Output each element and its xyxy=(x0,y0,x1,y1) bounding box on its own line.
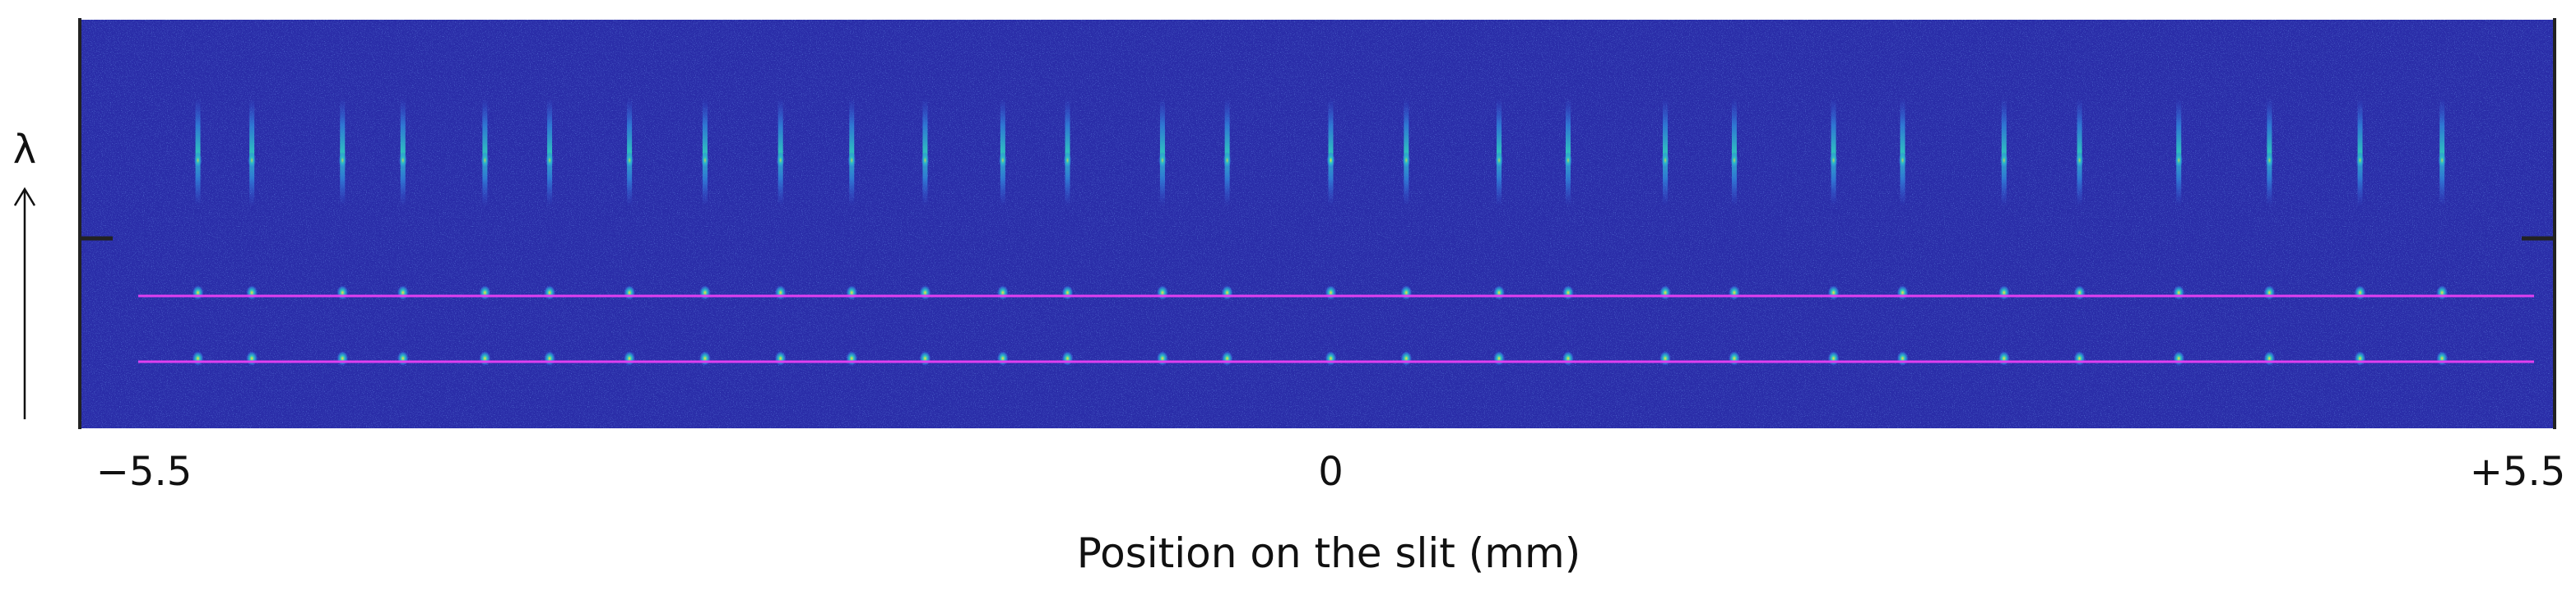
spot-row1-19 xyxy=(1659,285,1672,300)
spot-row2-7 xyxy=(699,351,711,366)
spot-row1-13 xyxy=(1156,285,1168,300)
streak-core-2 xyxy=(338,152,347,169)
streak-core-8 xyxy=(776,152,785,169)
spot-row2-25 xyxy=(2173,351,2185,366)
spot-row2-3 xyxy=(397,351,409,366)
spot-row2-9 xyxy=(846,351,858,366)
spot-row2-27 xyxy=(2354,351,2366,366)
spot-row2-5 xyxy=(544,351,556,366)
spot-row1-1 xyxy=(246,285,258,300)
streak-core-6 xyxy=(625,152,634,169)
spot-row1-17 xyxy=(1493,285,1506,300)
spot-row1-20 xyxy=(1728,285,1740,300)
spot-row1-4 xyxy=(479,285,491,300)
streak-core-19 xyxy=(1661,152,1670,169)
streak-core-3 xyxy=(398,152,407,169)
spot-row1-24 xyxy=(2073,285,2086,300)
spot-row1-5 xyxy=(544,285,556,300)
spot-row1-9 xyxy=(846,285,858,300)
spot-row1-21 xyxy=(1827,285,1840,300)
spot-row2-19 xyxy=(1659,351,1672,366)
spot-row1-12 xyxy=(1061,285,1074,300)
streak-core-15 xyxy=(1326,152,1335,169)
spot-row1-22 xyxy=(1896,285,1909,300)
spot-row2-8 xyxy=(774,351,787,366)
x-tick-label-1: 0 xyxy=(1318,449,1344,495)
spot-row2-2 xyxy=(337,351,349,366)
spot-row2-11 xyxy=(996,351,1009,366)
spot-row2-4 xyxy=(479,351,491,366)
spot-row2-24 xyxy=(2073,351,2086,366)
streak-core-12 xyxy=(1063,152,1072,169)
streak-core-9 xyxy=(847,152,856,169)
streak-core-1 xyxy=(248,152,257,169)
spot-row2-13 xyxy=(1156,351,1168,366)
spot-row2-18 xyxy=(1562,351,1574,366)
spot-row1-15 xyxy=(1325,285,1337,300)
spot-row1-16 xyxy=(1400,285,1413,300)
streak-core-21 xyxy=(1829,152,1838,169)
streak-core-10 xyxy=(921,152,930,169)
spot-row1-10 xyxy=(919,285,931,300)
streak-core-27 xyxy=(2356,152,2365,169)
spot-row2-0 xyxy=(192,351,204,366)
spot-row2-1 xyxy=(246,351,258,366)
spot-row2-16 xyxy=(1400,351,1413,366)
y-axis-label: λ xyxy=(13,127,36,173)
spot-row2-6 xyxy=(624,351,636,366)
spot-row2-17 xyxy=(1493,351,1506,366)
streak-core-5 xyxy=(545,152,555,169)
spot-row2-26 xyxy=(2263,351,2276,366)
x-axis-label: Position on the slit (mm) xyxy=(1077,529,1580,577)
spot-row1-6 xyxy=(624,285,636,300)
spot-row1-14 xyxy=(1221,285,1233,300)
streak-core-26 xyxy=(2265,152,2274,169)
spot-row2-10 xyxy=(919,351,931,366)
streak-core-25 xyxy=(2175,152,2184,169)
spot-row1-28 xyxy=(2436,285,2448,300)
streak-core-0 xyxy=(193,152,202,169)
spectral-streaks xyxy=(193,99,2447,206)
streak-core-7 xyxy=(700,152,709,169)
spot-row1-27 xyxy=(2354,285,2366,300)
spot-row2-21 xyxy=(1827,351,1840,366)
streak-core-23 xyxy=(1999,152,2008,169)
spot-row1-26 xyxy=(2263,285,2276,300)
spot-row1-18 xyxy=(1562,285,1574,300)
spot-row1-3 xyxy=(397,285,409,300)
streak-core-20 xyxy=(1729,152,1738,169)
streak-core-17 xyxy=(1495,152,1504,169)
x-tick-label-2: +5.5 xyxy=(2470,449,2566,495)
spot-row1-0 xyxy=(192,285,204,300)
spot-row2-22 xyxy=(1896,351,1909,366)
spot-row2-12 xyxy=(1061,351,1074,366)
spot-row1-7 xyxy=(699,285,711,300)
streak-core-11 xyxy=(998,152,1007,169)
image-noise xyxy=(79,20,2555,428)
streak-core-22 xyxy=(1898,152,1907,169)
streak-core-24 xyxy=(2075,152,2084,169)
streak-core-16 xyxy=(1402,152,1411,169)
spot-row1-23 xyxy=(1998,285,2010,300)
streak-core-28 xyxy=(2438,152,2447,169)
x-tick-labels: −5.5 0 +5.5 xyxy=(96,449,2566,495)
spot-row2-14 xyxy=(1221,351,1233,366)
spot-row2-15 xyxy=(1325,351,1337,366)
spot-row1-8 xyxy=(774,285,787,300)
streak-core-18 xyxy=(1564,152,1572,169)
streak-core-13 xyxy=(1158,152,1167,169)
spot-row2-28 xyxy=(2436,351,2448,366)
streak-core-4 xyxy=(480,152,490,169)
spot-row1-25 xyxy=(2173,285,2185,300)
spot-row1-2 xyxy=(337,285,349,300)
wavelength-arrow-head xyxy=(13,187,36,206)
spot-row1-11 xyxy=(996,285,1009,300)
spot-row2-23 xyxy=(1998,351,2010,366)
spot-row2-20 xyxy=(1728,351,1740,366)
streak-core-14 xyxy=(1223,152,1232,169)
x-tick-label-0: −5.5 xyxy=(96,449,193,495)
